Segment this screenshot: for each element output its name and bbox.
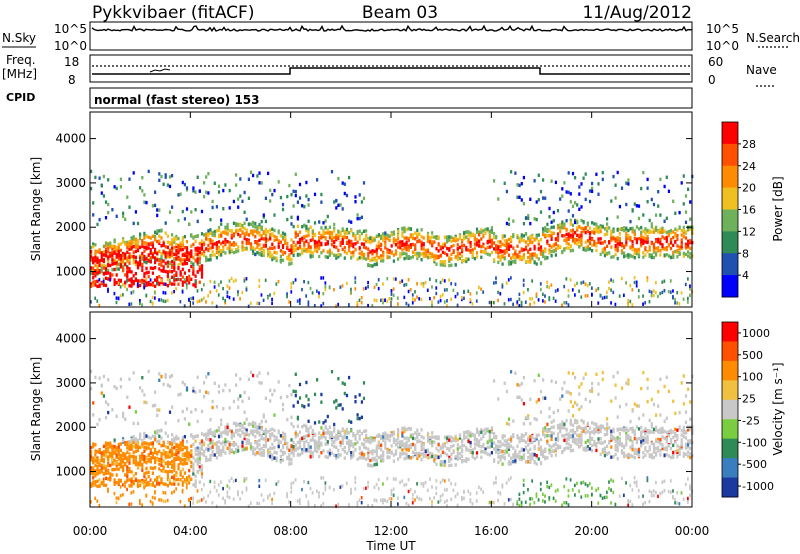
power-panel: 1000 2000 3000 4000 Slant Range [km] 4 8 12 16… [29, 111, 785, 309]
power-heatmap-data [90, 169, 694, 309]
freq-trace [92, 67, 690, 75]
power-colorbar-swatch [722, 165, 738, 189]
power-ylabel: Slant Range [km] [29, 157, 43, 261]
power-colorbar-swatch [722, 143, 738, 167]
nsearch-label: N.Search [746, 31, 800, 45]
cpid-panel: CPID normal (fast stereo) 153 [6, 87, 693, 109]
time-x-axis: 00:00 04:00 08:00 12:00 16:00 20:00 00:00 [73, 112, 710, 538]
cpid-label: CPID [6, 91, 35, 104]
velocity-colorbar-swatch [722, 322, 738, 342]
velocity-heatmap-data [90, 369, 694, 509]
x-tick-label: 16:00 [474, 524, 509, 538]
velocity-colorbar-swatch [722, 380, 738, 401]
nsearch-tick-bottom: 10^0 [706, 39, 739, 53]
nave-tick-top: 60 [708, 55, 723, 69]
velocity-ytick-label: 3000 [55, 376, 86, 390]
freq-wiggle [149, 68, 171, 73]
nave-tick-bottom: 0 [708, 73, 716, 87]
nsky-label: N.Sky [2, 31, 36, 45]
velocity-colorbar-tick: -500 [742, 458, 767, 471]
power-colorbar-swatch [722, 231, 738, 254]
power-colorbar-tick: 12 [742, 225, 756, 238]
power-colorbar-swatch [722, 209, 738, 232]
velocity-colorbar-label: Velocity [m s⁻¹] [771, 362, 785, 455]
power-colorbar-swatch [722, 122, 738, 145]
freq-panel: Freq. [MHz] 18 8 60 0 Nave [2, 53, 777, 87]
velocity-ytick-label: 2000 [55, 420, 86, 434]
power-ytick-label: 2000 [55, 220, 86, 234]
x-tick-label: 12:00 [374, 524, 409, 538]
velocity-colorbar-swatch [722, 341, 738, 362]
velocity-colorbar-tick: 25 [742, 393, 756, 406]
x-axis-label: Time UT [365, 539, 416, 553]
velocity-y-axis: 1000 2000 3000 4000 [55, 332, 692, 479]
power-colorbar-tick: 24 [742, 160, 756, 173]
velocity-colorbar-tick: -25 [742, 414, 760, 427]
nsky-trace [91, 24, 693, 33]
velocity-colorbar-tick: -100 [742, 436, 767, 449]
power-colorbar-tick: 8 [742, 247, 749, 260]
velocity-ylabel: Slant Range [km] [29, 357, 43, 461]
velocity-colorbar-swatch [722, 399, 738, 420]
power-y-axis: 1000 2000 3000 4000 [55, 132, 692, 279]
velocity-colorbar-swatch [722, 419, 738, 440]
power-colorbar-swatch [722, 275, 738, 298]
nave-label: Nave [746, 63, 777, 77]
x-tick-label: 04:00 [173, 524, 208, 538]
velocity-colorbar-swatch [722, 458, 738, 479]
velocity-colorbar-swatch [722, 360, 738, 381]
velocity-colorbar-tick: 100 [742, 371, 763, 384]
power-colorbar-label: Power [dB] [771, 176, 785, 241]
velocity-colorbar-tick: -1000 [742, 480, 774, 493]
nsearch-tick-top: 10^5 [706, 22, 739, 36]
power-colorbar-swatch [722, 253, 738, 276]
power-ytick-label: 4000 [55, 132, 86, 146]
freq-unit: [MHz] [2, 67, 37, 81]
station-title: Pykkvibaer (fitACF) [92, 3, 254, 23]
velocity-ytick-label: 1000 [55, 465, 86, 479]
power-ytick-label: 3000 [55, 176, 86, 190]
nsky-tick-top: 10^5 [54, 22, 87, 36]
power-colorbar-tick: 20 [742, 182, 756, 195]
power-colorbar-tick: 16 [742, 204, 756, 217]
x-tick-label: 08:00 [273, 524, 308, 538]
velocity-colorbar-swatch [722, 477, 738, 498]
velocity-colorbar-swatch [722, 438, 738, 459]
nsky-tick-bottom: 10^0 [54, 39, 87, 53]
velocity-colorbar-tick: 1000 [742, 327, 770, 340]
cpid-text: normal (fast stereo) 153 [94, 93, 260, 107]
velocity-panel: 1000 2000 3000 4000 Slant Range [km] 1000 50… [29, 311, 785, 509]
velocity-ytick-label: 4000 [55, 332, 86, 346]
freq-tick-bottom: 8 [68, 73, 76, 87]
x-tick-label: 00:00 [73, 524, 108, 538]
power-colorbar-tick: 28 [742, 138, 756, 151]
date-title: 11/Aug/2012 [582, 3, 692, 23]
power-colorbar-tick: 4 [742, 269, 749, 282]
x-tick-label: 00:00 [675, 524, 710, 538]
freq-label: Freq. [6, 53, 36, 67]
velocity-colorbar: 1000 500 100 25 -25 -100 -500 -1000 [721, 321, 774, 498]
power-colorbar-swatch [722, 187, 738, 210]
power-ytick-label: 1000 [55, 265, 86, 279]
x-tick-label: 20:00 [574, 524, 609, 538]
nsky-panel: N.Sky 10^5 10^0 10^5 10^0 N.Search [2, 21, 800, 53]
freq-tick-top: 18 [64, 55, 79, 69]
beam-title: Beam 03 [362, 3, 438, 23]
velocity-colorbar-tick: 500 [742, 349, 763, 362]
power-colorbar: 4 8 12 16 20 24 28 [721, 121, 756, 298]
